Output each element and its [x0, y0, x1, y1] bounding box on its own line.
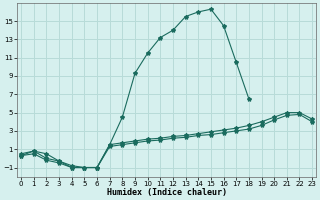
- X-axis label: Humidex (Indice chaleur): Humidex (Indice chaleur): [107, 188, 227, 197]
